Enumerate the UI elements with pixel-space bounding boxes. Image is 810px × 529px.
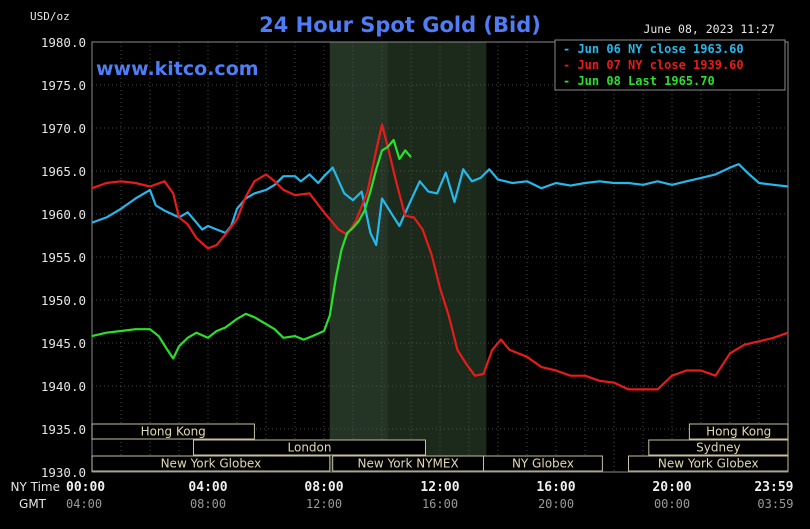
y-tick-label: 1945.0	[41, 336, 86, 351]
session-label: New York Globex	[161, 457, 262, 471]
ny-tick-label: 20:00	[652, 480, 691, 495]
session-label: Hong Kong	[141, 425, 206, 439]
session-band	[91, 455, 331, 472]
legend-entry-2: - Jun 08 Last 1965.70	[563, 74, 715, 88]
ny-tick-label: 16:00	[536, 480, 575, 495]
axes: 1930.0 1935.0 1940.0 1945.0 1950.0 1955.0 1960…	[11, 35, 794, 511]
chart-date: June 08, 2023 11:27	[643, 22, 775, 36]
session-band	[628, 455, 789, 472]
chart-title: 24 Hour Spot Gold (Bid)	[259, 13, 541, 37]
session-bands: Hong Kong Hong Kong Sydney London New York G…	[91, 423, 789, 472]
legend-entry-1: - Jun 07 NY close 1939.60	[563, 58, 744, 72]
session-label: Hong Kong	[706, 425, 771, 439]
legend-entry-0: - Jun 06 NY close 1963.60	[563, 42, 744, 56]
session-label: Sydney	[696, 441, 740, 455]
y-tick-label: 1970.0	[41, 121, 86, 136]
series-line-0	[91, 163, 789, 247]
y-tick-label: 1955.0	[41, 250, 86, 265]
session-band	[91, 423, 255, 440]
gmt-tick-label: 12:00	[306, 497, 342, 511]
gmt-tick-label: 00:00	[654, 497, 690, 511]
session-band	[688, 423, 789, 440]
gmt-row-label: GMT	[19, 497, 47, 511]
gmt-tick-label: 08:00	[190, 497, 226, 511]
y-tick-label: 1935.0	[41, 422, 86, 437]
session-label: London	[288, 441, 332, 455]
ny-tick-label: 23:59	[754, 480, 793, 495]
session-label: New York Globex	[658, 457, 759, 471]
y-tick-label: 1940.0	[41, 379, 86, 394]
y-tick-label: 1960.0	[41, 207, 86, 222]
session-band	[483, 455, 603, 472]
series-line-2	[91, 138, 412, 360]
legend-box	[554, 39, 786, 91]
gmt-tick-label: 16:00	[422, 497, 458, 511]
y-tick-label: 1930.0	[41, 465, 86, 480]
watermark: www.kitco.com	[96, 58, 259, 80]
gmt-tick-label: 03:59	[757, 497, 793, 511]
y-tick-label: 1980.0	[41, 35, 86, 50]
session-band	[193, 439, 426, 456]
plot-border	[91, 41, 789, 473]
series-layer	[91, 123, 789, 391]
ny-tick-label: 00:00	[66, 480, 105, 495]
session-label: NY Globex	[512, 457, 574, 471]
gmt-tick-label: 04:00	[66, 497, 102, 511]
y-tick-label: 1950.0	[41, 293, 86, 308]
series-line-1	[91, 123, 789, 391]
plot-area	[91, 41, 789, 473]
unit-label: USD/oz	[30, 10, 70, 23]
highlight-region	[329, 42, 388, 472]
ny-tick-label: 04:00	[188, 480, 227, 495]
ny-tick-label: 08:00	[304, 480, 343, 495]
gmt-tick-label: 20:00	[538, 497, 574, 511]
legend: - Jun 06 NY close 1963.60 - Jun 07 NY clo…	[554, 39, 786, 91]
ny-tick-label: 12:00	[420, 480, 459, 495]
y-tick-label: 1975.0	[41, 78, 86, 93]
session-band	[648, 439, 789, 456]
ny-time-row-label: NY Time	[11, 480, 61, 494]
session-label: New York NYMEX	[357, 457, 458, 471]
y-tick-label: 1965.0	[41, 164, 86, 179]
